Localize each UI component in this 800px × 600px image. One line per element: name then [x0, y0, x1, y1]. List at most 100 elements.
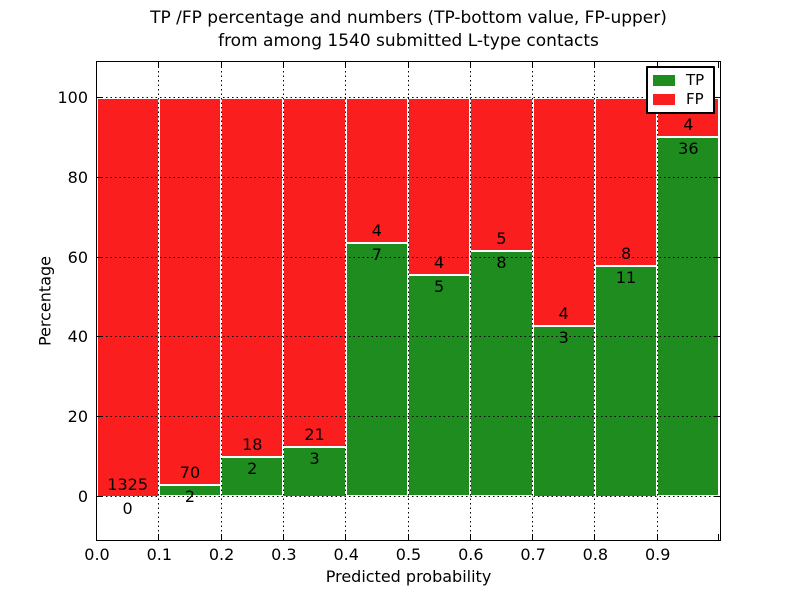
fp-count-label: 1325 [107, 474, 148, 494]
y-tick-mark [713, 336, 720, 338]
tp-count-label: 7 [371, 244, 382, 264]
y-tick-mark [96, 97, 103, 98]
legend-item-fp: FP [653, 91, 708, 107]
x-tick-mark [718, 61, 719, 68]
x-tick-label: 0.8 [582, 545, 609, 564]
tp-swatch-icon [653, 75, 675, 87]
x-tick-mark [656, 533, 658, 540]
tp-count-label: 11 [615, 267, 637, 287]
x-tick-mark [158, 533, 160, 540]
gridline-vertical [656, 61, 658, 540]
y-tick-mark [713, 97, 720, 98]
chart-title: TP /FP percentage and numbers (TP-bottom… [97, 7, 720, 53]
x-axis-label: Predicted probability [325, 567, 492, 586]
x-tick-mark [220, 533, 222, 540]
x-tick-label: 0.7 [520, 545, 546, 564]
bar-tp-segment [594, 265, 658, 497]
bar-tp-segment [470, 250, 533, 497]
x-tick-mark [718, 533, 719, 540]
x-tick-mark [407, 61, 409, 68]
y-tick-mark [96, 176, 103, 178]
bar-fp-segment [283, 97, 346, 447]
x-tick-mark [469, 533, 471, 540]
x-tick-mark [532, 533, 534, 540]
fp-count-label: 18 [242, 434, 263, 454]
y-tick-mark [96, 256, 103, 258]
fp-count-label: 21 [304, 424, 325, 444]
x-tick-mark [345, 533, 347, 540]
bar-tp-segment [345, 242, 408, 497]
x-tick-mark [220, 61, 222, 68]
plot-area: 1325 0 70 2 18 2 21 3 4 7 4 5 5 8 4 3 8 11 4 36 [95, 60, 721, 541]
bar-fp-segment [470, 97, 533, 251]
x-tick-label: 0.5 [395, 545, 422, 564]
gridline-vertical [220, 61, 222, 540]
bar-tp-segment [657, 137, 720, 497]
gridline-vertical [532, 61, 534, 540]
gridline-vertical [345, 61, 347, 540]
fp-count-label: 4 [371, 220, 382, 240]
gridline-horizontal [96, 176, 720, 178]
y-tick-mark [713, 176, 720, 178]
gridline-horizontal [96, 496, 720, 497]
gridline-vertical [282, 61, 284, 540]
fp-swatch-icon [653, 93, 675, 105]
y-tick-label: 40 [67, 327, 88, 347]
fp-count-label: 70 [179, 463, 201, 483]
x-tick-mark [594, 61, 596, 68]
bar-fp-segment [96, 97, 159, 497]
chart-title-line1: TP /FP percentage and numbers (TP-bottom… [150, 8, 667, 28]
gridline-vertical [594, 61, 596, 540]
x-tick-label: 0.2 [208, 545, 235, 564]
x-tick-label: 0.0 [84, 545, 110, 564]
y-tick-mark [713, 416, 720, 418]
x-tick-label: 0.9 [644, 545, 671, 564]
x-tick-label: 0.4 [333, 545, 359, 564]
x-tick-mark [96, 61, 97, 68]
tp-count-label: 3 [309, 448, 320, 468]
y-tick-label: 20 [67, 407, 88, 427]
legend-item-tp: TP [653, 73, 708, 88]
x-tick-mark [96, 533, 97, 540]
tp-count-label: 8 [496, 252, 507, 272]
y-tick-mark [96, 416, 103, 418]
x-tick-mark [656, 61, 658, 68]
x-tick-label: 0.3 [271, 545, 297, 564]
tp-count-label: 5 [434, 276, 445, 296]
bar-fp-segment [221, 97, 284, 457]
y-tick-mark [713, 496, 720, 497]
x-tick-label: 0.6 [458, 545, 484, 564]
gridline-horizontal [96, 416, 720, 418]
gridline-vertical [158, 61, 160, 540]
bar-fp-segment [594, 97, 658, 266]
bar-tp-segment [158, 485, 222, 497]
x-tick-mark [594, 533, 596, 540]
x-tick-label: 0.1 [146, 545, 173, 564]
chart-title-line2: from among 1540 submitted L-type contact… [218, 31, 599, 51]
x-tick-mark [407, 533, 409, 540]
fp-count-label: 4 [683, 115, 694, 135]
gridline-horizontal [96, 336, 720, 338]
x-tick-mark [158, 61, 160, 68]
bar-fp-segment [158, 97, 222, 486]
fp-count-label: 8 [620, 243, 632, 263]
x-tick-mark [282, 61, 284, 68]
gridline-vertical [469, 61, 471, 540]
y-tick-label: 80 [67, 167, 88, 187]
tp-count-label: 36 [678, 139, 699, 159]
bar-tp-segment [221, 456, 284, 497]
bar-fp-segment [532, 97, 595, 326]
legend: TP FP [646, 66, 715, 114]
tp-count-label: 2 [247, 458, 258, 478]
y-tick-mark [96, 336, 103, 338]
gridline-horizontal [96, 97, 720, 98]
bar-tp-segment [532, 325, 595, 497]
gridline-vertical [407, 61, 409, 540]
tp-count-label: 0 [122, 498, 133, 518]
x-tick-mark [532, 61, 534, 68]
y-tick-mark [713, 256, 720, 258]
fp-count-label: 4 [434, 252, 445, 272]
x-tick-mark [282, 533, 284, 540]
tp-count-label: 2 [184, 487, 196, 507]
